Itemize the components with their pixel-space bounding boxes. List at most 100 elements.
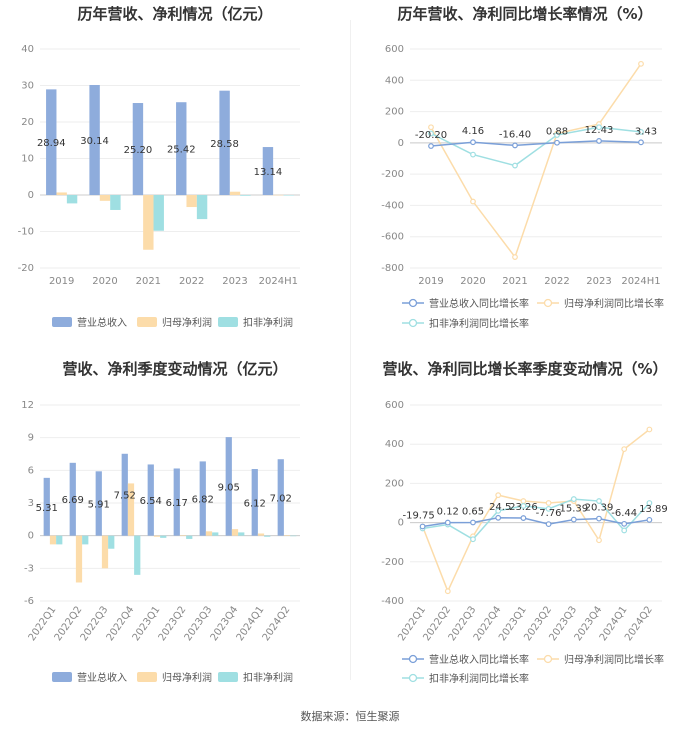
y-tick-label: 600: [385, 44, 404, 55]
annual-growth-chart: 600 400 200 0 -200 -400 -600 -800 2019 2020 2021 20…: [381, 44, 664, 330]
data-point: [646, 516, 653, 523]
data-point: [470, 536, 476, 543]
data-point: [444, 519, 451, 526]
data-point: [512, 142, 518, 149]
x-tick-label: 2021: [502, 276, 527, 287]
series-line: [421, 428, 650, 594]
data-point: [596, 138, 602, 144]
series-line: [430, 126, 642, 167]
y-tick-label: 400: [385, 75, 404, 86]
legend-marker: [408, 654, 418, 664]
legend-swatch: [218, 317, 238, 327]
x-tick-label: 2023: [586, 276, 611, 287]
legend-label: 归母净利润: [162, 316, 212, 329]
data-label: 9.05: [218, 482, 240, 493]
bar: [143, 195, 154, 250]
legend-swatch: [52, 672, 72, 682]
legend-swatch: [218, 672, 238, 682]
data-point: [428, 124, 434, 131]
x-tick-label: 2021: [136, 276, 161, 287]
data-point: [621, 527, 628, 534]
data-point: [444, 588, 451, 595]
legend-marker: [543, 654, 553, 664]
y-tick-label: -400: [381, 596, 404, 607]
legend-label: 扣非净利润同比增长率: [429, 672, 529, 685]
legend-label: 营业总收入同比增长率: [429, 653, 529, 666]
data-label: 24.5: [489, 502, 511, 513]
data-point: [570, 516, 577, 523]
legend-marker: [543, 298, 553, 308]
legend-swatch: [52, 317, 72, 327]
data-source: 数据来源：恒生聚源: [300, 710, 400, 723]
bar: [290, 535, 297, 537]
bar: [283, 195, 294, 196]
legend-label: 扣非净利润同比增长率: [429, 317, 529, 330]
x-tick-label: 2024H1: [621, 276, 660, 287]
legend-label: 营业总收入同比增长率: [429, 297, 529, 310]
quarterly-growth-chart: 6004002000-200-4002022Q12022Q22022Q32022…: [381, 400, 668, 685]
data-point: [428, 130, 434, 137]
legend-swatch: [137, 672, 157, 682]
data-point: [470, 519, 476, 526]
data-label: 23.26: [509, 502, 538, 513]
bar: [264, 535, 271, 537]
legend-marker: [408, 298, 418, 308]
data-label: 28.58: [210, 139, 239, 150]
panel-divider: [350, 20, 351, 680]
bar: [56, 192, 67, 195]
legend-label: 归母净利润同比增长率: [564, 653, 664, 666]
y-tick-label: 200: [385, 107, 404, 118]
y-tick-label: -400: [381, 200, 404, 211]
bar: [225, 437, 232, 536]
bar: [257, 533, 265, 536]
annual-amounts-chart: 40 30 20 10 0 -10 -20 2019 2020 2021 2022 2023 2024H…: [18, 44, 300, 329]
y-tick-label: 0: [398, 138, 404, 149]
bar: [132, 103, 144, 195]
bar: [147, 464, 154, 536]
data-point: [596, 537, 602, 544]
chart-title: 营收、净利季度变动情况（亿元）: [62, 360, 288, 378]
y-tick-label: 3: [28, 498, 34, 509]
bar: [127, 483, 135, 536]
legend-label: 扣非净利润: [243, 316, 293, 329]
x-tick-label: 2022: [544, 276, 569, 287]
data-point: [596, 124, 602, 131]
bar: [179, 535, 187, 536]
bar: [66, 195, 78, 204]
y-tick-label: 600: [385, 400, 404, 411]
bar: [101, 535, 109, 569]
y-tick-label: 9: [28, 433, 34, 444]
data-point: [554, 132, 560, 138]
data-point: [596, 515, 602, 522]
data-point: [495, 514, 502, 521]
y-tick-label: -800: [381, 263, 404, 274]
data-label: 30.14: [80, 136, 109, 147]
data-label: 13.14: [254, 167, 283, 178]
bar: [108, 535, 115, 549]
data-point: [638, 129, 644, 135]
data-label: -19.75: [402, 510, 434, 521]
bar: [89, 84, 100, 195]
data-label: 13.89: [639, 504, 668, 515]
bar: [186, 535, 193, 539]
bar: [110, 195, 121, 210]
y-tick-label: -6: [24, 596, 34, 607]
legend-label: 归母净利润: [162, 671, 212, 684]
data-label: 6.69: [62, 495, 84, 506]
bar: [134, 535, 141, 575]
y-tick-label: 0: [28, 190, 34, 201]
legend-marker: [408, 673, 418, 683]
quarterly-amounts-chart: 129630-3-62022Q12022Q22022Q32022Q42023Q1…: [21, 400, 300, 684]
x-tick-label: 2022: [179, 276, 204, 287]
bar: [121, 453, 128, 536]
data-label: 0.88: [546, 127, 568, 138]
data-label: 5.91: [88, 499, 110, 510]
bar: [153, 195, 164, 231]
chart-title: 历年营收、净利情况（亿元）: [77, 5, 273, 23]
bar: [273, 194, 284, 196]
data-point: [621, 446, 628, 452]
x-tick-label: 2020: [92, 276, 117, 287]
y-tick-label: 10: [21, 154, 34, 165]
y-tick-label: 40: [21, 44, 34, 55]
data-point: [470, 198, 476, 205]
